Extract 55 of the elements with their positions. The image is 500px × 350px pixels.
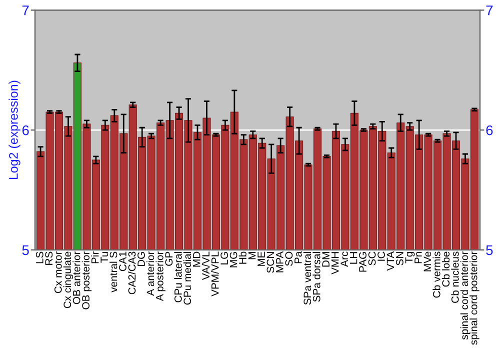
- x-tick-label: DM: [322, 252, 330, 267]
- x-tick-label: LG: [220, 252, 228, 264]
- x-tick-label: OB anterior: [72, 251, 80, 304]
- x-tick-label: DG: [138, 252, 145, 266]
- x-tick-label: Pir: [91, 251, 99, 264]
- x-tick-label: SO: [285, 252, 293, 266]
- x-tick-label: RS: [45, 252, 53, 265]
- x-tick-label: M: [248, 252, 256, 260]
- y-axis-title: Log2 (expression): [8, 80, 20, 180]
- x-tick-label: CPu lateral: [174, 252, 182, 302]
- x-tick-label: SC: [368, 252, 376, 266]
- x-tick-label: Tg: [405, 252, 415, 264]
- x-tick-label: VTA: [386, 251, 394, 271]
- x-tick-label: IC: [378, 252, 385, 261]
- y-tick-label: 6: [22, 125, 29, 136]
- x-tick-label: CA2/CA3: [128, 252, 136, 294]
- x-tick-label: VA/VL: [202, 252, 210, 280]
- x-tick-label: ME: [258, 252, 265, 266]
- x-tick-label: LH: [350, 252, 358, 264]
- x-tick-label: Hb: [238, 252, 246, 264]
- x-tick-label: MG: [230, 252, 238, 268]
- x-tick-label: spinal cord anterior: [460, 251, 470, 340]
- x-tick-label: VPM/VPL: [211, 252, 219, 296]
- x-tick-label: Cb vermis: [432, 252, 440, 298]
- x-tick-label: MVe: [424, 252, 432, 272]
- y2-tick-label: 6: [486, 125, 493, 136]
- x-tick-label: MPA: [276, 251, 284, 272]
- x-tick-label: A anterior: [146, 251, 154, 296]
- x-tick-label: Cx cingulate: [63, 252, 74, 308]
- x-tick-label: PAG: [359, 252, 366, 272]
- x-tick-label: LS: [36, 252, 44, 264]
- x-tick-label: Arc: [340, 252, 348, 267]
- x-tick-label: VMH: [332, 252, 339, 274]
- x-tick-label: GP: [165, 252, 173, 266]
- x-tick-label: Cb lobe: [442, 252, 450, 287]
- x-tick-label: MD: [193, 252, 200, 267]
- x-tick-label: Pn: [414, 252, 422, 264]
- x-tick-label: SN: [396, 252, 404, 266]
- x-tick-label: CA1: [119, 252, 126, 272]
- x-tick-label: spinal cord posterior: [470, 251, 480, 345]
- y-tick-label: 5: [22, 245, 29, 256]
- x-tick-label: SCN: [266, 252, 274, 273]
- x-tick-label: Tu: [100, 252, 108, 263]
- x-tick-label: OB posterior: [82, 251, 92, 310]
- y2-tick-label: 7: [486, 6, 493, 16]
- x-tick-label: A posterior: [156, 251, 166, 302]
- y-tick-label: 7: [22, 6, 29, 16]
- x-tick-label: SPa ventral: [303, 252, 312, 305]
- x-tick-label: ventral S: [110, 252, 118, 292]
- x-tick-label: Cx motor: [54, 251, 62, 294]
- y2-tick-label: 5: [486, 245, 493, 256]
- x-tick-label: CPu medial: [183, 252, 192, 305]
- x-tick-label: Pa: [294, 251, 302, 264]
- x-tick-label: SPa dorsal: [312, 252, 320, 302]
- x-tick-label: Cb nucleus: [451, 252, 459, 303]
